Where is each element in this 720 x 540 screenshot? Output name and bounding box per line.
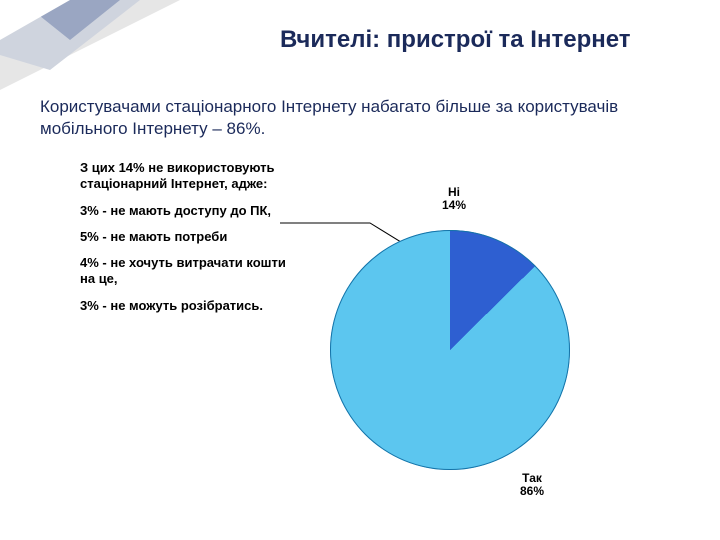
bullet-list: З цих 14% не використовують стаціонарний… bbox=[80, 160, 290, 324]
bullet-item: 5% - не мають потреби bbox=[80, 229, 290, 245]
slice-label-yes-name: Так bbox=[522, 471, 542, 485]
page-subtitle: Користувачами стаціонарного Інтернету на… bbox=[40, 96, 680, 140]
bullet-item: 4% - не хочуть витрачати кошти на це, bbox=[80, 255, 290, 288]
slice-label-no: Ні 14% bbox=[442, 186, 466, 212]
pie-chart: Ні 14% Так 86% bbox=[310, 200, 590, 480]
pie-disc bbox=[330, 230, 570, 470]
slice-label-no-value: 14% bbox=[442, 198, 466, 212]
bullet-item: 3% - не мають доступу до ПК, bbox=[80, 203, 290, 219]
slice-label-no-name: Ні bbox=[448, 185, 460, 199]
slice-label-yes: Так 86% bbox=[520, 472, 544, 498]
bullet-item: 3% - не можуть розібратись. bbox=[80, 298, 290, 314]
page-title: Вчителі: пристрої та Інтернет bbox=[280, 26, 700, 54]
bullet-item: З цих 14% не використовують стаціонарний… bbox=[80, 160, 290, 193]
corner-decor bbox=[0, 0, 180, 90]
slice-label-yes-value: 86% bbox=[520, 484, 544, 498]
